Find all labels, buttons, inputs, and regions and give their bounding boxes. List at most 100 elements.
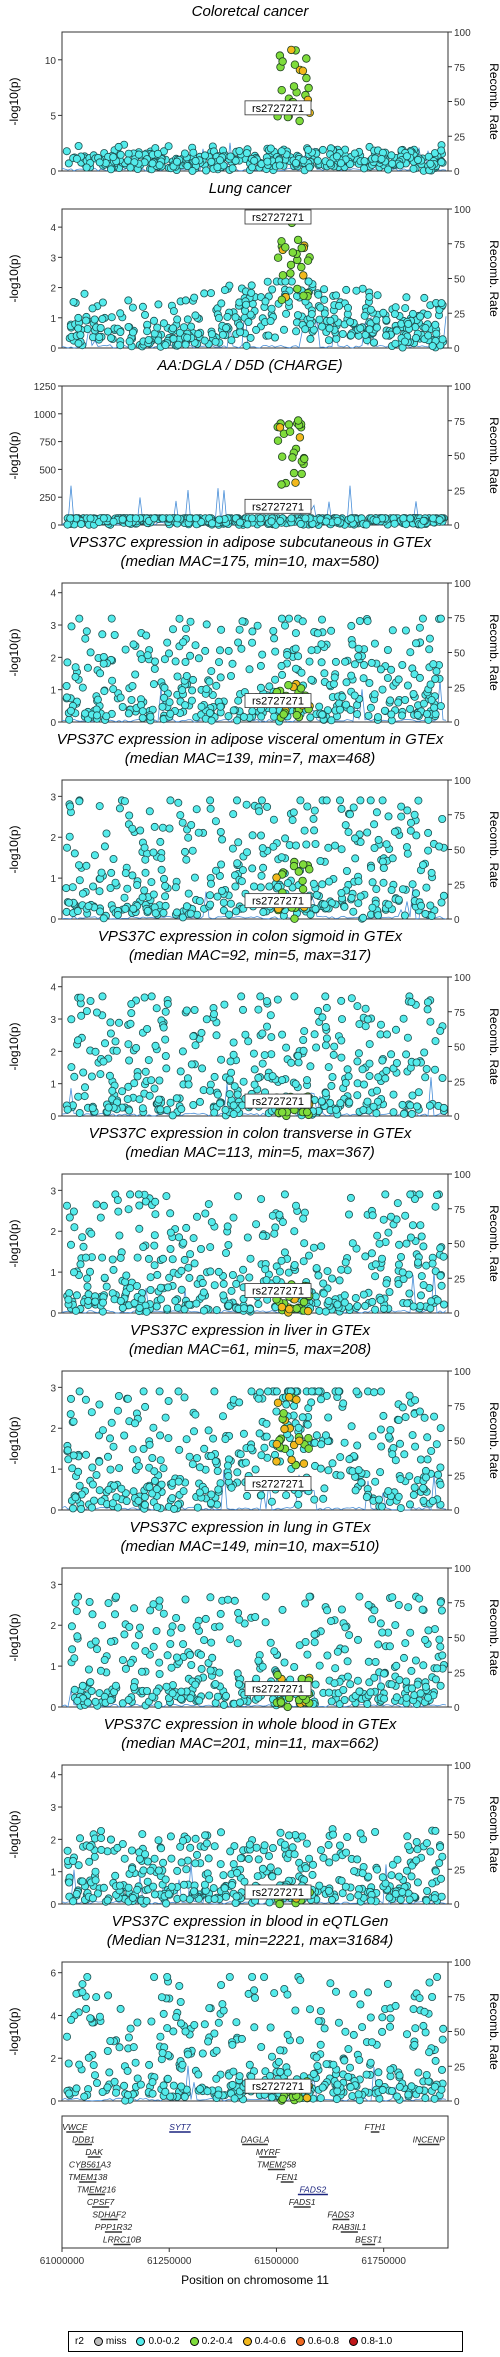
snp-point (436, 1244, 445, 1253)
snp-point (390, 519, 399, 528)
snp-point (411, 1656, 420, 1665)
snp-point (366, 1896, 375, 1905)
snp-point (322, 517, 331, 526)
snp-point (97, 1834, 106, 1843)
snp-point (83, 1282, 92, 1291)
snp-point (396, 1504, 405, 1513)
snp-point (87, 1229, 96, 1238)
snp-point (370, 1388, 379, 1397)
snp-point (431, 1267, 440, 1276)
snp-point (228, 844, 237, 853)
snp-point (158, 1254, 167, 1263)
snp-point (327, 716, 336, 725)
snp-point (150, 1231, 159, 1240)
snp-point (204, 1200, 213, 1209)
snp-point (379, 864, 388, 873)
snp-point (332, 291, 341, 300)
snp-point (148, 1692, 157, 1701)
snp-point (425, 1978, 434, 1987)
snp-point (345, 1455, 354, 1464)
snp-point (227, 1068, 236, 1077)
snp-point (130, 1079, 139, 1088)
y2-tick-label: 25 (454, 1274, 466, 1285)
snp-point (121, 904, 130, 913)
snp-point (202, 685, 211, 694)
snp-point (435, 1635, 444, 1644)
snp-point (265, 1898, 274, 1907)
snp-point (371, 1828, 380, 1837)
snp-point (408, 1091, 417, 1100)
snp-point (138, 1104, 147, 1113)
snp-point (336, 1099, 345, 1108)
snp-point (246, 1444, 255, 1453)
snp-point (386, 1426, 395, 1435)
snp-point (423, 1433, 432, 1442)
snp-point (200, 336, 209, 345)
snp-point (406, 648, 415, 657)
snp-point (436, 1642, 445, 1651)
lead-snp-label: rs2727271 (252, 1478, 304, 1490)
snp-point (76, 330, 85, 339)
snp-point (256, 831, 265, 840)
snp-point (422, 709, 431, 718)
snp-point (359, 1105, 368, 1114)
snp-point (155, 161, 164, 170)
snp-point (236, 328, 245, 337)
snp-point (332, 334, 341, 343)
snp-point (180, 1305, 189, 1314)
snp-point (368, 1615, 377, 1624)
snp-point (118, 1087, 127, 1096)
snp-point (96, 669, 105, 678)
snp-point (141, 1647, 150, 1656)
snp-point (258, 650, 267, 659)
snp-point (269, 627, 278, 636)
snp-point (426, 680, 435, 689)
snp-point (161, 1413, 170, 1422)
snp-point (347, 893, 356, 902)
snp-point (394, 1872, 403, 1881)
snp-point (366, 703, 375, 712)
snp-point (234, 838, 243, 847)
y2-tick-label: 50 (454, 452, 466, 463)
snp-point (91, 1637, 100, 1646)
snp-point (376, 665, 385, 674)
snp-point (215, 646, 224, 655)
snp-point (233, 859, 242, 868)
snp-point (65, 1213, 74, 1222)
snp-point (108, 1499, 117, 1508)
y-tick-label: 2 (50, 1227, 56, 1238)
snp-point (206, 1593, 215, 1602)
lead-snp-label: rs2727271 (252, 212, 304, 224)
snp-point (191, 1410, 200, 1419)
snp-point (130, 1419, 139, 1428)
snp-point (354, 1466, 363, 1475)
snp-point (341, 1258, 350, 1267)
snp-point (391, 339, 400, 348)
snp-point (304, 277, 313, 286)
snp-point (374, 835, 383, 844)
snp-point (224, 712, 233, 721)
snp-point (305, 657, 314, 666)
y-tick-label: 1 (50, 1465, 56, 1476)
panel-title-line: VPS37C expression in adipose visceral om… (56, 731, 444, 748)
snp-point-ld (290, 914, 299, 923)
snp-point-ld (304, 1433, 313, 1443)
y2-tick-label: 0 (454, 915, 460, 926)
snp-point (411, 333, 420, 342)
snp-point (325, 877, 334, 886)
snp-point (392, 326, 401, 335)
snp-point (268, 1844, 277, 1853)
snp-point (141, 855, 150, 864)
snp-point (356, 1829, 365, 1838)
snp-point (289, 808, 298, 817)
snp-point (85, 1857, 94, 1866)
snp-point (310, 1630, 319, 1639)
y-tick-label: 2 (50, 1835, 56, 1846)
y-tick-label: 5 (50, 111, 56, 122)
snp-point (230, 1596, 239, 1605)
snp-point (181, 296, 190, 305)
snp-point (83, 1274, 92, 1283)
snp-point (77, 1504, 86, 1513)
snp-point (336, 1453, 345, 1462)
snp-point (262, 997, 271, 1006)
